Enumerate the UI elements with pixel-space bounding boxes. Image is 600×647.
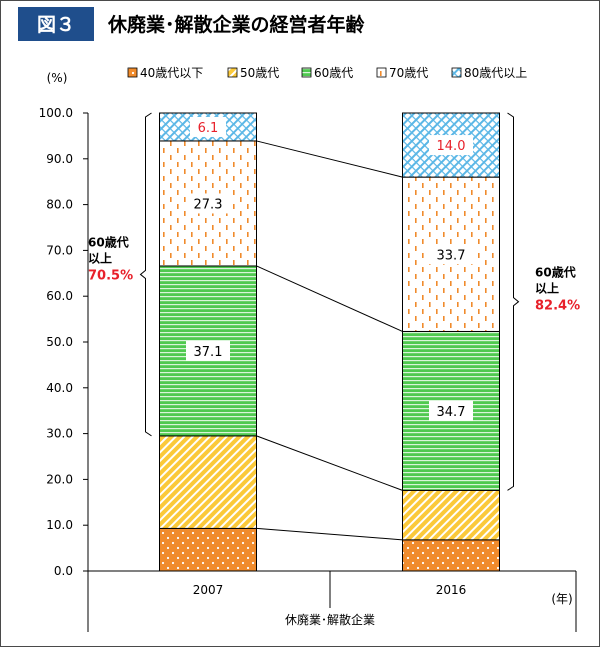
data-label-box <box>190 116 226 137</box>
y-tick-label: 80.0 <box>46 198 73 212</box>
y-tick-label: 70.0 <box>46 243 73 257</box>
x-tick-label-2016: 2016 <box>436 583 467 597</box>
plot-area: 0.0 10.0 20.0 30.0 40.0 50.0 60.0 70.0 80.0 90.0 1… <box>39 106 580 632</box>
legend-swatch-40 <box>127 67 138 78</box>
data-label-box <box>429 244 473 265</box>
data-label-2016-60: 34.7 <box>437 405 466 420</box>
y-tick-label: 20.0 <box>46 472 73 486</box>
figure-number: 図３ <box>37 14 75 36</box>
legend-swatch-60 <box>301 67 312 78</box>
legend-label: 50歳代 <box>240 66 279 80</box>
y-tick-label: 30.0 <box>46 427 73 441</box>
figure-number-badge <box>18 7 94 41</box>
y-tick-label: 60.0 <box>46 289 73 303</box>
connector-line <box>256 140 403 178</box>
chart-title: 休廃業･解散企業の経営者年齢 <box>107 13 366 36</box>
y-tick-label: 10.0 <box>46 518 73 532</box>
annotation-label-line2-2007: 以上 <box>88 250 112 265</box>
y-tick-label: 100.0 <box>39 106 73 120</box>
connector-line <box>256 265 403 332</box>
data-label-2007-60: 37.1 <box>194 345 223 360</box>
x-axis-group-label: 休廃業･解散企業 <box>285 612 375 627</box>
x-axis-unit-label: (年) <box>551 592 572 606</box>
brace-2016 <box>507 112 520 491</box>
x-tick-label-2007: 2007 <box>193 583 224 597</box>
annotation-label-line1-2016: 60歳代 <box>535 265 576 280</box>
data-label-box <box>186 193 230 214</box>
connector-line <box>256 527 403 541</box>
bar-2007-40 <box>159 527 257 572</box>
y-tick-label: 90.0 <box>46 152 73 166</box>
data-label-box <box>429 135 473 156</box>
bar-2016-50 <box>402 489 500 541</box>
legend-label: 80歳代以上 <box>464 66 527 80</box>
data-label-2007-80: 6.1 <box>198 121 219 136</box>
legend: 40歳代以下 50歳代 60歳代 70歳代 80歳代以上 <box>127 66 527 80</box>
data-label-box <box>429 400 473 421</box>
data-label-2016-70: 33.7 <box>437 248 466 263</box>
legend-label: 40歳代以下 <box>140 66 203 80</box>
annotation-value-2016: 82.4% <box>535 299 580 314</box>
annotation-label-line1-2007: 60歳代 <box>88 234 129 249</box>
legend-swatch-50 <box>227 67 238 78</box>
annotation-label-line2-2016: 以上 <box>535 281 559 296</box>
bar-2016-40 <box>402 539 500 572</box>
data-label-box <box>186 340 230 361</box>
legend-swatch-80 <box>451 67 462 78</box>
bar-2007-50 <box>159 435 257 529</box>
y-tick-label: 0.0 <box>54 564 73 578</box>
y-tick-label: 50.0 <box>46 335 73 349</box>
y-tick-label: 40.0 <box>46 381 73 395</box>
data-label-2016-80: 14.0 <box>437 139 466 154</box>
connector-line <box>256 435 403 491</box>
brace-2007 <box>139 112 152 437</box>
legend-label: 70歳代 <box>389 66 428 80</box>
legend-swatch-70 <box>376 67 387 78</box>
data-label-2007-70: 27.3 <box>194 197 223 212</box>
y-axis-unit-label: (%) <box>47 71 68 85</box>
annotation-value-2007: 70.5% <box>88 268 133 283</box>
legend-label: 60歳代 <box>314 66 353 80</box>
